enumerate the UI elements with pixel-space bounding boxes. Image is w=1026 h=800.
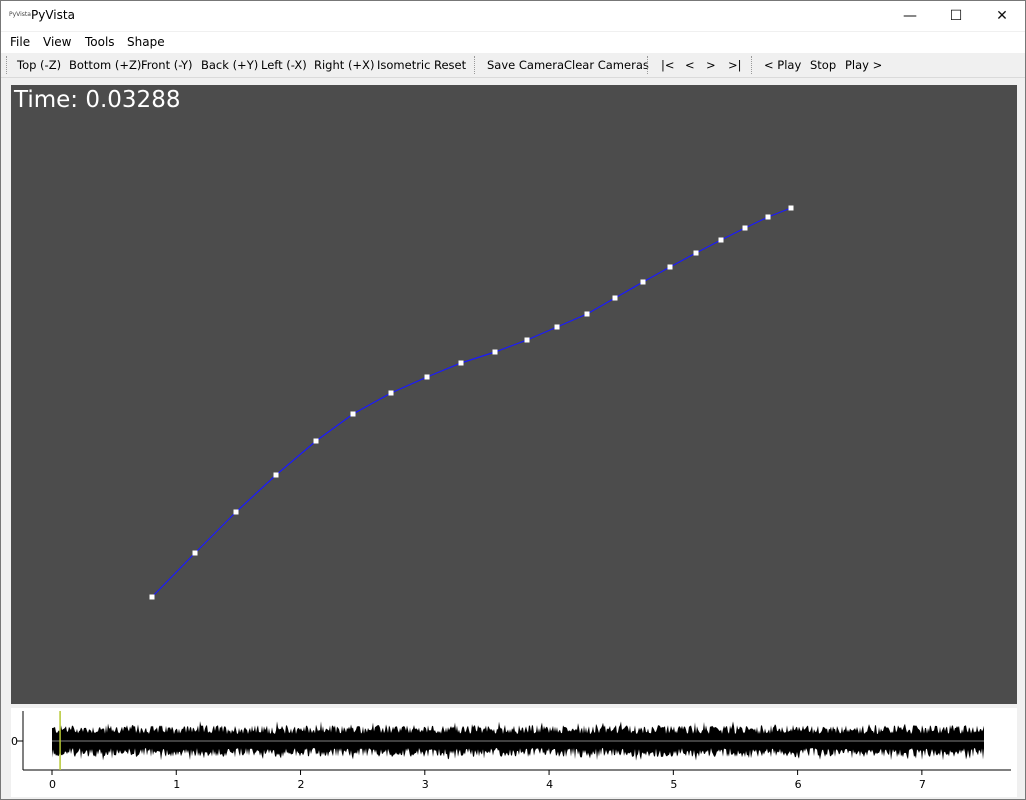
toolbar-separator[interactable] xyxy=(474,56,478,74)
view-bottom-button[interactable]: Bottom (+Z) xyxy=(69,58,142,72)
view-top-button[interactable]: Top (-Z) xyxy=(17,58,62,72)
curve-vertex xyxy=(233,509,239,515)
curve-vertex xyxy=(554,324,560,330)
clear-cameras-button[interactable]: Clear Cameras xyxy=(564,58,649,72)
scene-canvas[interactable] xyxy=(11,85,1017,704)
toolbar-grip[interactable] xyxy=(6,56,10,74)
x-tick-label: 4 xyxy=(546,778,553,791)
x-tick-label: 3 xyxy=(422,778,429,791)
x-tick-label: 1 xyxy=(173,778,180,791)
x-tick-label: 7 xyxy=(919,778,926,791)
curve-vertex xyxy=(524,337,530,343)
x-tick-label: 2 xyxy=(298,778,305,791)
y-tick-label: 0 xyxy=(11,735,18,748)
toolbar-separator[interactable] xyxy=(751,56,755,74)
view-right-button[interactable]: Right (+X) xyxy=(314,58,375,72)
play-backward-button[interactable]: < Play xyxy=(764,58,802,72)
view-isometric-button[interactable]: Isometric xyxy=(377,58,431,72)
save-camera-button[interactable]: Save Camera xyxy=(487,58,565,72)
view-left-button[interactable]: Left (-X) xyxy=(261,58,307,72)
waveform-chart[interactable]: 0 0 1 2 3 4 5 6 7 xyxy=(11,708,1017,797)
previous-frame-button[interactable]: < xyxy=(685,58,695,72)
curve-vertex xyxy=(667,264,673,270)
curve-vertex xyxy=(149,594,155,600)
time-label: Time: 0.03288 xyxy=(14,87,181,113)
curve-vertex xyxy=(640,279,646,285)
menu-shape[interactable]: Shape xyxy=(127,35,165,49)
pyvista-logo-icon: PyVista xyxy=(9,11,31,18)
stop-button[interactable]: Stop xyxy=(810,58,837,72)
menu-bar: File View Tools Shape xyxy=(1,32,1025,53)
minimize-button[interactable]: — xyxy=(903,8,917,24)
next-frame-button[interactable]: > xyxy=(706,58,716,72)
curve-vertex xyxy=(788,205,794,211)
title-bar[interactable]: PyVista PyVista — ☐ ✕ xyxy=(1,1,1025,31)
reset-view-button[interactable]: Reset xyxy=(434,58,467,72)
curve-vertex xyxy=(388,390,394,396)
curve-line xyxy=(151,207,792,598)
render-viewport[interactable]: Time: 0.03288 xyxy=(11,85,1017,704)
curve-vertex xyxy=(718,237,724,243)
curve-vertex xyxy=(458,360,464,366)
menu-tools[interactable]: Tools xyxy=(85,35,115,49)
curve-vertex xyxy=(612,295,618,301)
first-frame-button[interactable]: |< xyxy=(661,58,675,72)
curve-vertex xyxy=(742,225,748,231)
curve-vertex xyxy=(424,374,430,380)
x-tick-label: 5 xyxy=(670,778,677,791)
curve-vertex xyxy=(192,550,198,556)
curve-vertex xyxy=(273,472,279,478)
play-forward-button[interactable]: Play > xyxy=(845,58,883,72)
curve-vertex xyxy=(350,411,356,417)
close-button[interactable]: ✕ xyxy=(996,8,1008,24)
window-title: PyVista xyxy=(31,8,75,22)
curve-vertex xyxy=(693,250,699,256)
waveform-panel[interactable]: 0 0 1 2 3 4 5 6 7 xyxy=(11,708,1017,797)
last-frame-button[interactable]: >| xyxy=(728,58,742,72)
curve-vertex xyxy=(492,349,498,355)
maximize-button[interactable]: ☐ xyxy=(949,8,963,24)
curve-points xyxy=(149,205,794,600)
curve-vertex xyxy=(584,311,590,317)
view-front-button[interactable]: Front (-Y) xyxy=(141,58,193,72)
menu-view[interactable]: View xyxy=(43,35,72,49)
toolbar: Top (-Z) Bottom (+Z) Front (-Y) Back (+Y… xyxy=(1,53,1025,78)
menu-file[interactable]: File xyxy=(10,35,31,49)
x-tick-label: 0 xyxy=(49,778,56,791)
x-ticks: 0 1 2 3 4 5 6 7 xyxy=(49,770,926,791)
curve-vertex xyxy=(313,438,319,444)
curve-vertex xyxy=(765,214,771,220)
view-back-button[interactable]: Back (+Y) xyxy=(201,58,259,72)
x-tick-label: 6 xyxy=(795,778,802,791)
toolbar-separator[interactable] xyxy=(647,56,651,74)
